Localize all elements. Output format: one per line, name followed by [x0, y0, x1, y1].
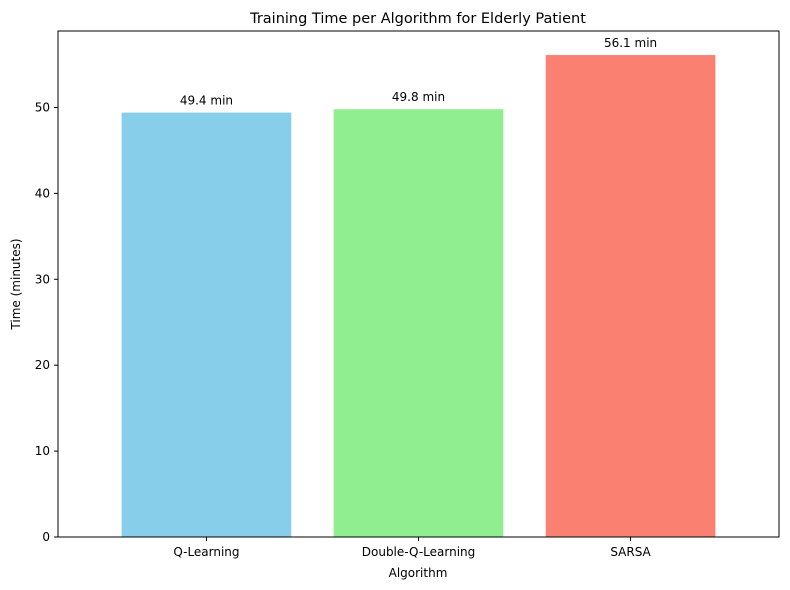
x-tick-label: Double-Q-Learning [362, 545, 476, 559]
chart-title: Training Time per Algorithm for Elderly … [249, 11, 586, 27]
y-axis-label: Time (minutes) [9, 238, 23, 330]
y-tick-label: 10 [35, 444, 50, 458]
x-tick-label: Q-Learning [173, 545, 239, 559]
bar [545, 55, 716, 538]
y-tick-label: 30 [35, 272, 50, 286]
data-label: 49.4 min [180, 94, 233, 108]
y-tick-label: 40 [35, 186, 50, 200]
data-label: 49.8 min [392, 90, 445, 104]
x-tick-label: SARSA [610, 545, 651, 559]
plot-area: 49.4 min 49.8 min 56.1 min 0 10 20 30 40 50 Q-Lea… [35, 30, 780, 559]
y-tick-label: 50 [35, 100, 50, 114]
bar [121, 112, 292, 537]
data-label: 56.1 min [604, 36, 657, 50]
y-tick-label: 0 [42, 530, 50, 544]
bar [333, 109, 504, 537]
x-axis-label: Algorithm [389, 566, 448, 580]
y-tick-label: 20 [35, 358, 50, 372]
